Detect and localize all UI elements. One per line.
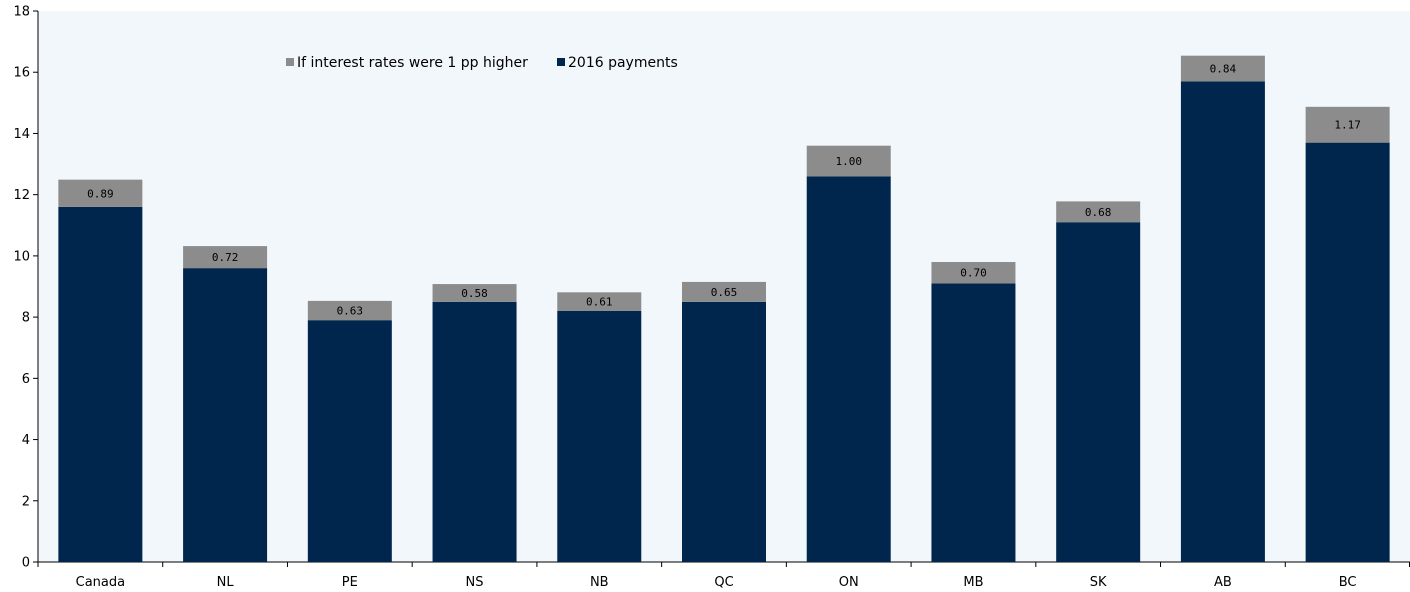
x-tick-label: MB: [963, 575, 983, 590]
y-tick-label: 0: [22, 556, 30, 571]
bar-interest-increase: [1180, 55, 1265, 82]
data-label: 0.61: [586, 296, 613, 309]
bar-interest-increase: [931, 262, 1016, 284]
data-label: 0.65: [711, 286, 738, 299]
bar-2016-payments: [307, 320, 392, 562]
bar-interest-increase: [682, 281, 766, 302]
bar-2016-payments: [183, 268, 268, 562]
bar-2016-payments: [1056, 222, 1141, 562]
x-tick-label: Canada: [76, 575, 125, 590]
y-tick-label: 12: [13, 188, 30, 203]
x-tick-label: PE: [342, 575, 358, 590]
bar-2016-payments: [806, 176, 891, 563]
bars: [58, 55, 1390, 563]
data-label: 0.68: [1085, 206, 1112, 219]
bar-2016-payments: [58, 206, 143, 562]
legend: If interest rates were 1 pp higher 2016 p…: [286, 55, 678, 71]
data-label: 1.17: [1334, 119, 1361, 132]
data-label: 0.58: [461, 287, 488, 300]
x-tick-label: BC: [1339, 575, 1357, 590]
x-tick-label: NS: [466, 575, 484, 590]
y-tick-label: 18: [13, 5, 30, 20]
data-labels: 0.89 0.72 0.63 0.58 0.61 0.65 1.00 0.70 0.68 0.84…: [87, 63, 1361, 318]
bar-interest-increase: [183, 246, 268, 269]
x-axis: Canada NL PE NS NB QC ON MB SK AB BC: [37, 561, 1410, 590]
data-label: 0.89: [87, 187, 114, 200]
y-axis: 0 2 4 6 8 10 12 14 16 18: [13, 5, 39, 571]
bar-interest-increase: [307, 300, 392, 321]
x-tick-label: ON: [839, 575, 859, 590]
x-tick-label: NB: [590, 575, 609, 590]
bar-2016-payments: [682, 301, 766, 562]
data-label: 0.70: [960, 267, 987, 280]
bar-interest-increase: [806, 145, 891, 177]
y-tick-label: 14: [13, 127, 30, 142]
bar-2016-payments: [1305, 142, 1390, 562]
data-label: 0.72: [212, 251, 239, 264]
y-tick-label: 2: [22, 494, 30, 509]
x-tick-label: SK: [1090, 575, 1107, 590]
bar-2016-payments: [557, 310, 642, 562]
x-tick-label: NL: [217, 575, 235, 590]
bar-2016-payments: [931, 283, 1016, 562]
legend-swatch: [557, 58, 565, 66]
y-tick-label: 8: [22, 311, 30, 326]
bar-interest-increase: [432, 284, 517, 302]
x-tick-label: QC: [714, 575, 733, 590]
data-label: 0.84: [1210, 63, 1237, 76]
bar-interest-increase: [1305, 106, 1390, 143]
data-label: 1.00: [835, 155, 862, 168]
x-tick-label: AB: [1214, 575, 1232, 590]
y-tick-label: 16: [13, 66, 30, 81]
legend-swatch: [286, 58, 294, 66]
bar-interest-increase: [557, 292, 642, 311]
bar-2016-payments: [432, 301, 517, 562]
y-tick-label: 4: [22, 433, 30, 448]
bar-interest-increase: [1056, 201, 1141, 223]
legend-label: If interest rates were 1 pp higher: [297, 55, 528, 71]
y-tick-label: 6: [22, 372, 30, 387]
bar-interest-increase: [58, 179, 143, 207]
legend-label: 2016 payments: [568, 55, 678, 71]
data-label: 0.63: [337, 305, 364, 318]
bar-2016-payments: [1180, 81, 1265, 563]
y-tick-label: 10: [13, 249, 30, 264]
